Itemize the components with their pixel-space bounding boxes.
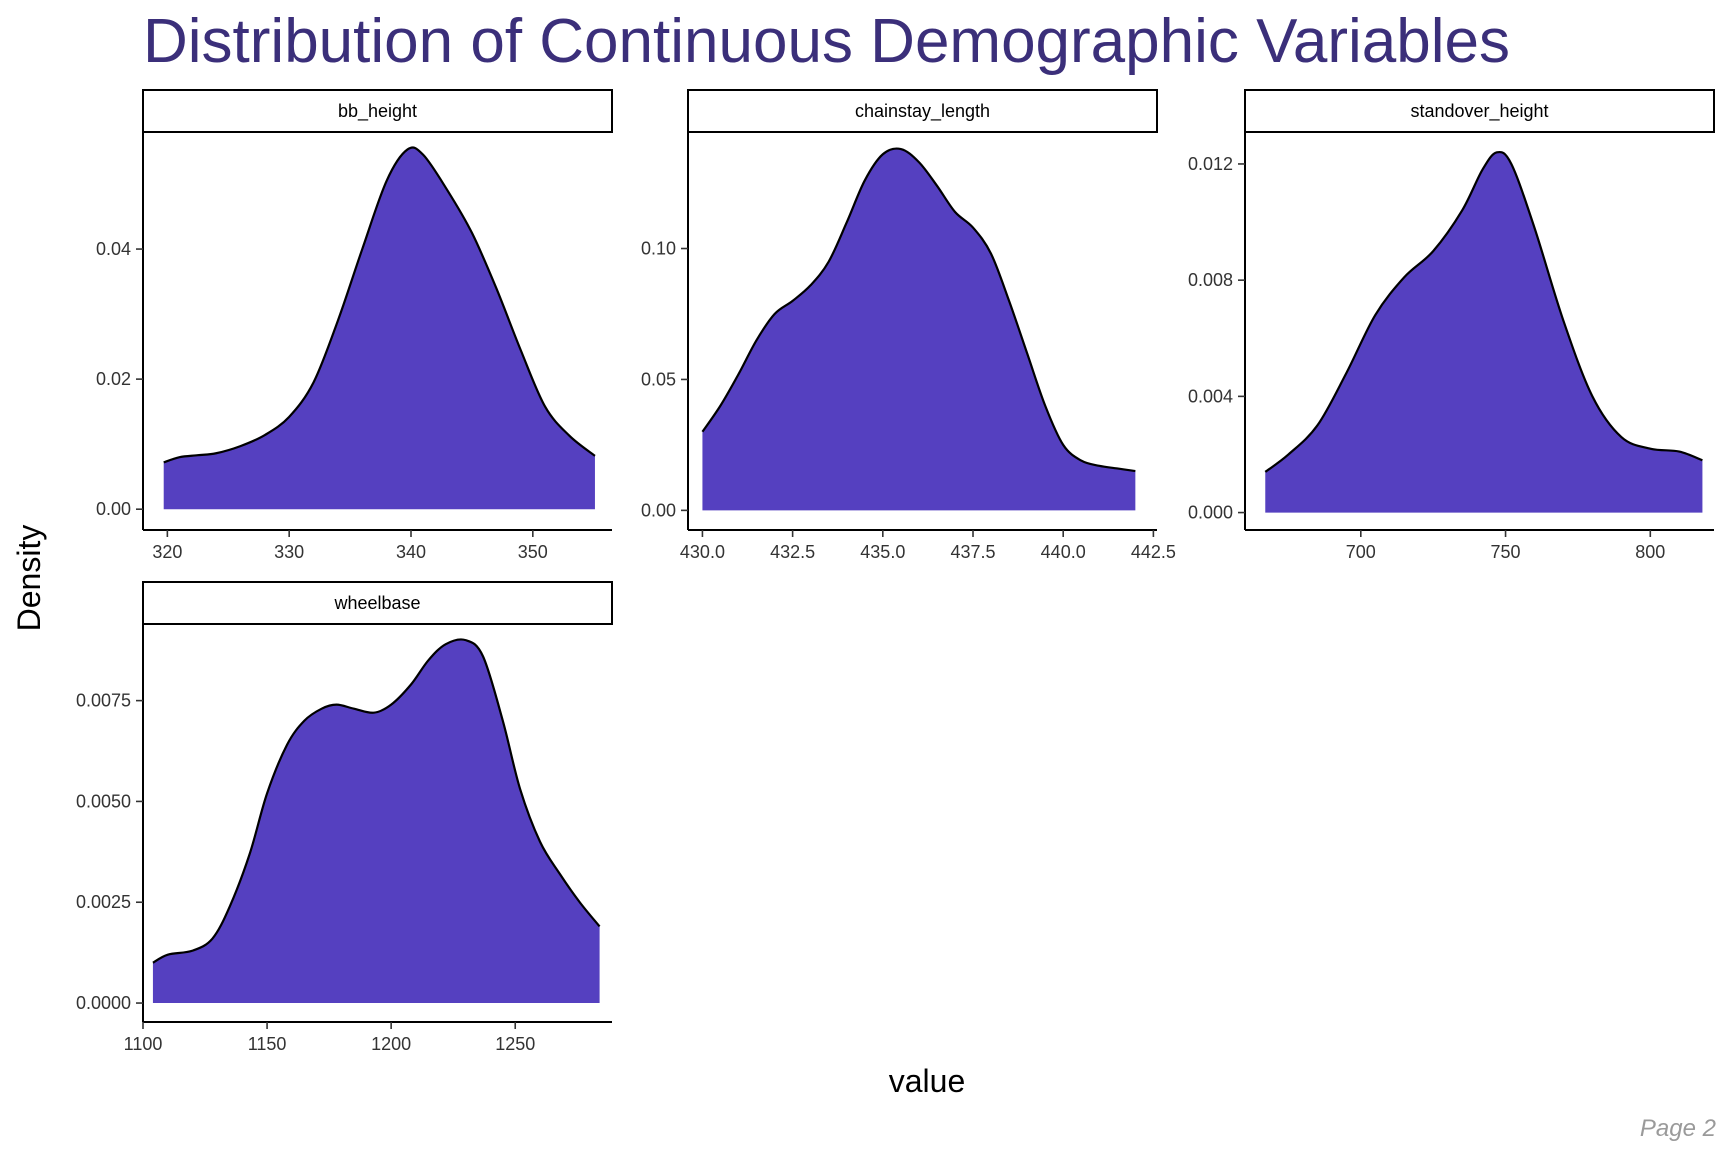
strip-label: bb_height (338, 101, 417, 122)
y-tick-label: 0.008 (1188, 270, 1233, 290)
y-tick-label: 0.012 (1188, 154, 1233, 174)
x-axis-title: value (889, 1063, 966, 1099)
x-tick-label: 1150 (248, 1034, 287, 1054)
x-tick-label: 800 (1635, 542, 1665, 562)
density-curve (152, 638, 601, 964)
strip-box (142, 89, 613, 133)
x-tick-label: 750 (1491, 542, 1521, 562)
x-tick-label: 1200 (371, 1034, 411, 1054)
strip-label: chainstay_length (855, 101, 990, 122)
x-tick-label: 340 (396, 542, 426, 562)
x-tick-label: 330 (274, 542, 304, 562)
x-tick-label: 440.0 (1041, 542, 1086, 562)
panel-wheelbase: wheelbase 1100 1150 1200 1250 0.0000 0.0025 0.0… (76, 581, 613, 1054)
panels-group: bb_height 320 330 340 350 0.00 0.02 0.04 chainst… (76, 89, 1715, 1054)
y-tick-label: 0.004 (1188, 386, 1233, 406)
strip-label: wheelbase (333, 593, 420, 613)
x-tick-label: 700 (1346, 542, 1376, 562)
density-curve (701, 147, 1136, 473)
chart-title: Distribution of Continuous Demographic V… (143, 7, 1510, 76)
panel-standover-height: standover_height 700 750 800 0.000 0.004 0.008… (1188, 89, 1715, 562)
y-tick-label: 0.00 (641, 500, 676, 520)
strip-label: standover_height (1410, 101, 1548, 122)
y-tick-label: 0.05 (641, 369, 676, 389)
x-tick-label: 432.5 (770, 542, 815, 562)
panel-bb-height: bb_height 320 330 340 350 0.00 0.02 0.04 (96, 89, 613, 562)
y-tick-label: 0.0025 (76, 892, 131, 912)
strip-box (142, 581, 613, 625)
y-tick-label: 0.04 (96, 239, 131, 259)
x-tick-label: 320 (152, 542, 182, 562)
density-area (163, 147, 595, 510)
x-tick-label: 1250 (495, 1034, 535, 1054)
density-area (1265, 151, 1703, 513)
x-tick-label: 350 (518, 542, 548, 562)
y-axis-title: Density (11, 525, 47, 632)
density-curve (1264, 150, 1703, 473)
panel-chainstay-length: chainstay_length 430.0 432.5 435.0 437.5 440.… (641, 89, 1176, 562)
x-tick-label: 442.5 (1131, 542, 1176, 562)
y-tick-label: 0.0050 (76, 791, 131, 811)
y-tick-label: 0.0075 (76, 691, 131, 711)
density-area (152, 639, 600, 1004)
strip-box (1244, 89, 1715, 133)
page-label: Page 2 (1640, 1115, 1716, 1142)
density-curve (163, 146, 596, 464)
x-tick-label: 430.0 (680, 542, 725, 562)
y-tick-label: 0.0000 (76, 993, 131, 1013)
density-area (702, 148, 1136, 511)
x-tick-label: 1100 (124, 1034, 163, 1054)
y-tick-label: 0.02 (96, 369, 131, 389)
y-tick-label: 0.10 (641, 239, 676, 259)
y-tick-label: 0.00 (96, 499, 131, 519)
x-tick-label: 435.0 (860, 542, 905, 562)
y-tick-label: 0.000 (1188, 503, 1233, 523)
x-tick-label: 437.5 (950, 542, 995, 562)
strip-box (687, 89, 1158, 133)
